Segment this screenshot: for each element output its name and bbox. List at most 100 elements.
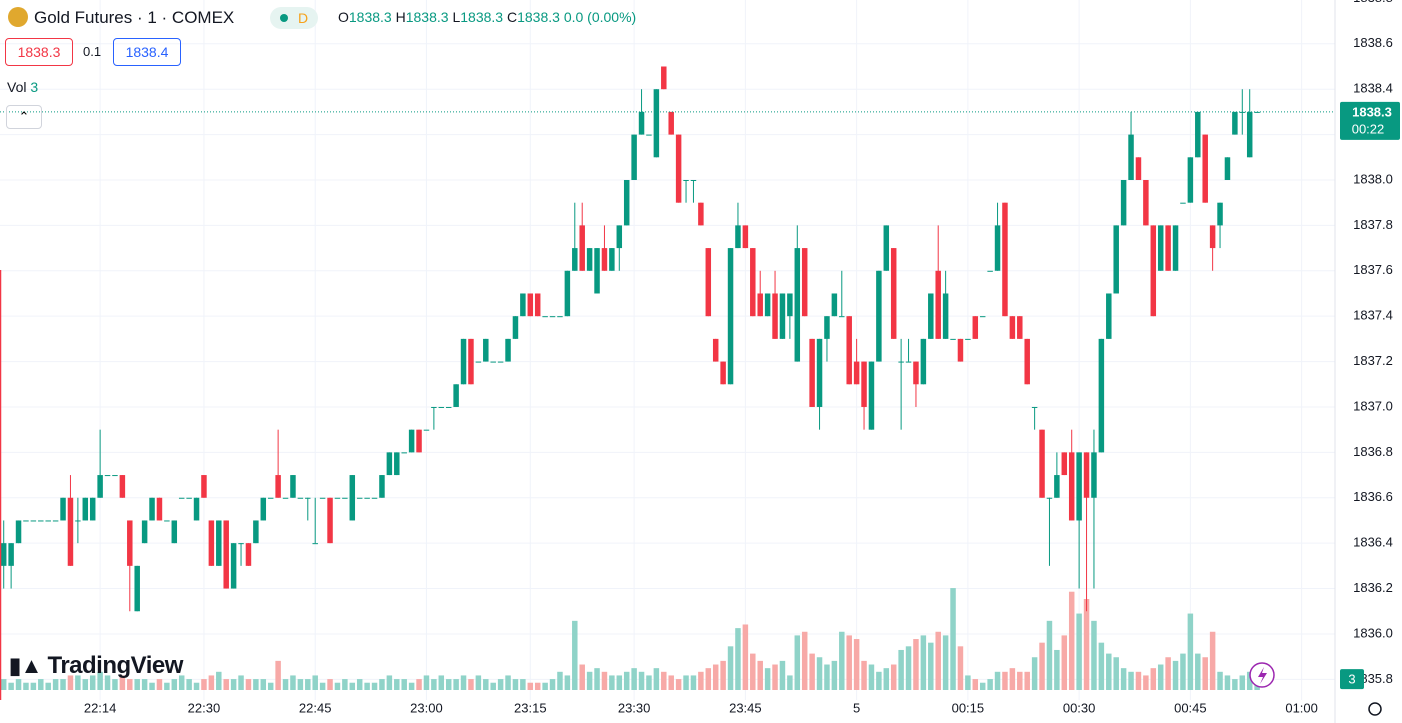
candle-body — [957, 338, 964, 362]
candle-body — [0, 543, 7, 566]
candle-body — [483, 338, 489, 362]
volume-value: 3 — [30, 79, 39, 95]
volume-bar — [1120, 668, 1127, 690]
volume-bar — [787, 675, 793, 690]
candle-body — [15, 520, 22, 544]
y-tick-label: 1838.0 — [1353, 171, 1393, 186]
candles — [0, 66, 1260, 612]
candle-body — [735, 225, 741, 249]
candle-body — [653, 89, 660, 158]
candle-body — [1068, 452, 1075, 521]
spark-glyph — [1258, 667, 1267, 684]
ask-button[interactable]: 1838.4 — [113, 38, 181, 66]
candle-body — [1128, 134, 1134, 180]
volume-bar — [994, 671, 1001, 690]
volume-bar — [141, 679, 148, 690]
volume-bar — [356, 679, 363, 690]
volume-bar — [920, 635, 927, 690]
volume-bar — [401, 679, 407, 690]
x-tick-label: 00:45 — [1174, 700, 1207, 715]
candle-body — [1246, 111, 1253, 158]
volume-bar — [534, 682, 541, 690]
candle-body — [386, 452, 393, 476]
volume-bar — [45, 682, 51, 690]
volume-bar — [1106, 653, 1112, 690]
volume-bar — [801, 631, 808, 690]
candle-body — [861, 361, 867, 407]
candle-body — [987, 270, 993, 272]
volume-bar — [868, 664, 875, 690]
x-tick-label: 01:00 — [1285, 700, 1318, 715]
symbol-icon — [8, 7, 28, 27]
volume-bar — [950, 588, 956, 690]
volume-bar — [260, 679, 267, 690]
volume-bar — [905, 646, 912, 690]
x-tick-label: 00:30 — [1063, 700, 1096, 715]
status-pill[interactable]: D — [270, 7, 318, 29]
volume-bar — [1098, 642, 1105, 690]
volume-bar — [1009, 668, 1016, 690]
logo-text: TradingView — [47, 652, 184, 679]
y-tick-label: 1836.2 — [1353, 580, 1393, 595]
candle-body — [208, 520, 215, 566]
candle-body — [379, 475, 385, 498]
candle-body — [490, 361, 496, 363]
candle-body — [371, 497, 378, 499]
volume-bar — [371, 682, 378, 690]
candle-body — [67, 497, 74, 566]
volume-bar — [1217, 671, 1223, 690]
candle-body — [831, 293, 838, 317]
volume-bar — [127, 679, 133, 690]
candle-body — [342, 497, 348, 499]
volume-bar — [1002, 671, 1008, 690]
candle-body — [742, 225, 749, 249]
candle-body — [549, 316, 556, 318]
candle-body — [1076, 452, 1082, 521]
candle-body — [972, 316, 979, 339]
volume-bar — [1068, 591, 1075, 690]
volume-bar — [1239, 675, 1246, 690]
candle-body — [1054, 475, 1060, 498]
volume-bar — [23, 682, 29, 690]
volume-bar — [542, 682, 548, 690]
volume-bar — [972, 679, 979, 690]
candle-body — [512, 316, 519, 339]
volume-bar — [727, 646, 734, 690]
candle-body — [8, 543, 14, 566]
volume-bar — [0, 679, 7, 690]
last-price-label: 1838.3 — [1352, 104, 1392, 119]
logo[interactable]: ▮▲ TradingView — [9, 652, 183, 680]
volume-bar — [661, 671, 667, 690]
candle-body — [453, 384, 459, 407]
volume-bar — [460, 675, 467, 690]
candle-body — [178, 497, 185, 499]
volume-bar — [89, 675, 96, 690]
candle-body — [156, 497, 163, 521]
candle-body — [282, 497, 289, 499]
volume-bar — [935, 631, 941, 690]
bid-button[interactable]: 1838.3 — [5, 38, 73, 66]
collapse-button[interactable]: ⌃ — [6, 105, 42, 129]
volume-bar — [253, 679, 259, 690]
symbol-title[interactable]: Gold Futures · 1 · COMEX — [34, 8, 235, 27]
volume-bar — [208, 675, 215, 690]
volume-bar — [475, 675, 482, 690]
volume-bar — [60, 679, 66, 690]
volume-bar — [579, 664, 585, 690]
volume-bar — [1024, 671, 1030, 690]
candle-body — [661, 66, 667, 90]
candle-body — [401, 452, 407, 454]
candle-body — [557, 316, 563, 318]
candle-body — [238, 543, 244, 545]
candle-body — [965, 338, 971, 340]
volume-bar — [30, 682, 37, 690]
candle-body — [1031, 406, 1038, 408]
candle-body — [779, 293, 786, 339]
volume-bar — [423, 675, 430, 690]
x-tick-label: 23:15 — [514, 700, 547, 715]
volume-bar — [572, 620, 578, 690]
candle-body — [275, 475, 281, 498]
candle-body — [245, 543, 252, 566]
volume-bar — [342, 679, 348, 690]
